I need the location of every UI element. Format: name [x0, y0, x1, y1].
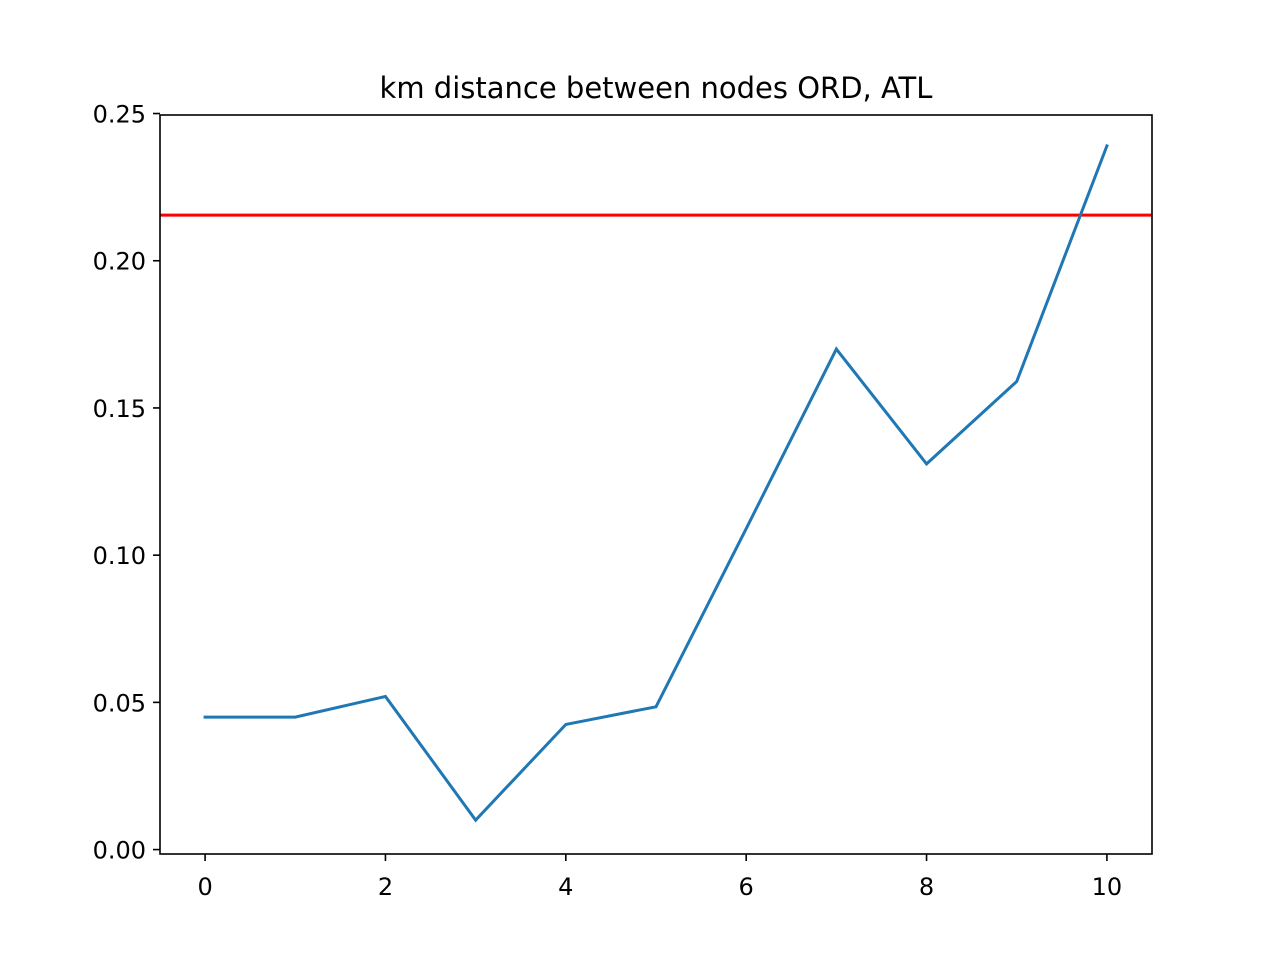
x-tick-label: 8: [919, 873, 934, 901]
axes-frame: [159, 114, 1153, 855]
x-tick-label: 6: [739, 873, 754, 901]
y-tick-label: 0.00: [93, 837, 146, 865]
y-tick-label: 0.05: [93, 689, 146, 717]
x-tick-label: 10: [1092, 873, 1123, 901]
series-line: [203, 143, 1109, 823]
series-lines: [203, 143, 1109, 823]
y-tick-label: 0.25: [93, 101, 146, 129]
y-tick-label: 0.20: [93, 248, 146, 276]
y-axis: 0.00 0.05 0.10 0.15 0.20 0.25: [93, 101, 160, 865]
x-tick-label: 0: [197, 873, 212, 901]
y-tick-label: 0.10: [93, 542, 146, 570]
y-tick-label: 0.15: [93, 395, 146, 423]
chart-title: km distance between nodes ORD, ATL: [380, 71, 933, 105]
x-tick-label: 2: [378, 873, 393, 901]
x-tick-label: 4: [558, 873, 573, 901]
x-axis: 0 2 4 6 8 10: [197, 854, 1122, 901]
